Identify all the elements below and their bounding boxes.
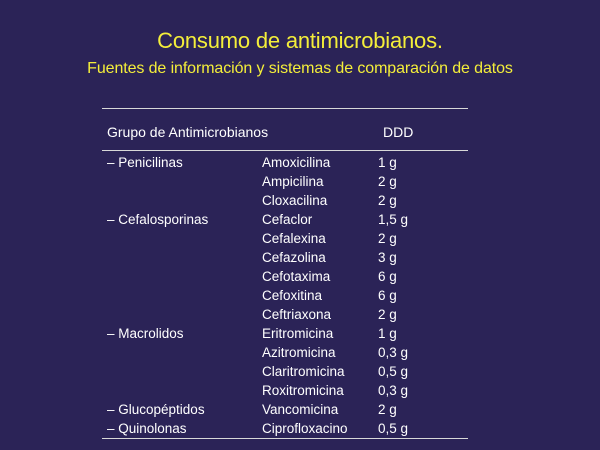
dose-cell: 2 g [378,231,397,246]
dose-column: 1 g 2 g 2 g 1,5 g 2 g 3 g 6 g 6 g 2 g 1 … [378,153,408,438]
drug-cell: Ceftriaxona [262,307,332,322]
group-cell: – Glucopéptidos [107,402,205,417]
drug-column: Amoxicilina Ampicilina Cloxacilina Cefac… [262,153,348,438]
group-cell [107,172,208,191]
drug-cell: Cefotaxima [262,269,331,284]
group-cell: – Quinolonas [107,421,187,436]
drug-cell: Roxitromicina [262,383,344,398]
header-group: Grupo de Antimicrobianos [107,124,269,140]
table-rule-top [102,108,468,109]
drug-cell: Ampicilina [262,174,324,189]
drug-cell: Vancomicina [262,402,339,417]
group-cell [107,362,208,381]
table-rule-bottom [102,438,468,439]
dose-cell: 2 g [378,307,397,322]
group-column: – Penicilinas – Cefalosporinas – Macroli… [107,153,208,438]
dose-cell: 1,5 g [378,212,409,227]
group-cell: – Macrolidos [107,326,184,341]
group-cell [107,248,208,267]
dose-cell: 0,5 g [378,421,409,436]
drug-cell: Eritromicina [262,326,334,341]
header-ddd: DDD [383,124,414,140]
dose-cell: 1 g [378,326,397,341]
dose-cell: 2 g [378,402,397,417]
drug-cell: Claritromicina [262,364,345,379]
group-cell [107,381,208,400]
slide-subtitle: Fuentes de información y sistemas de com… [87,60,513,77]
dose-cell: 6 g [378,288,397,303]
group-cell [107,191,208,210]
drug-cell: Cloxacilina [262,193,328,208]
drug-cell: Ciprofloxacino [262,421,348,436]
group-cell [107,229,208,248]
drug-cell: Amoxicilina [262,155,331,170]
group-cell [107,343,208,362]
dose-cell: 2 g [378,174,397,189]
dose-cell: 1 g [378,155,397,170]
drug-cell: Cefaclor [262,212,313,227]
drug-cell: Cefoxitina [262,288,323,303]
group-cell: – Penicilinas [107,155,183,170]
drug-cell: Cefazolina [262,250,326,265]
group-cell [107,305,208,324]
dose-cell: 0,5 g [378,364,409,379]
drug-cell: Cefalexina [262,231,326,246]
group-cell: – Cefalosporinas [107,212,209,227]
group-cell [107,286,208,305]
drug-cell: Azitromicina [262,345,336,360]
dose-cell: 6 g [378,269,397,284]
group-cell [107,267,208,286]
dose-cell: 0,3 g [378,383,409,398]
slide-title: Consumo de antimicrobianos. [157,28,443,53]
table-rule-header [102,150,468,151]
dose-cell: 3 g [378,250,397,265]
dose-cell: 2 g [378,193,397,208]
dose-cell: 0,3 g [378,345,409,360]
